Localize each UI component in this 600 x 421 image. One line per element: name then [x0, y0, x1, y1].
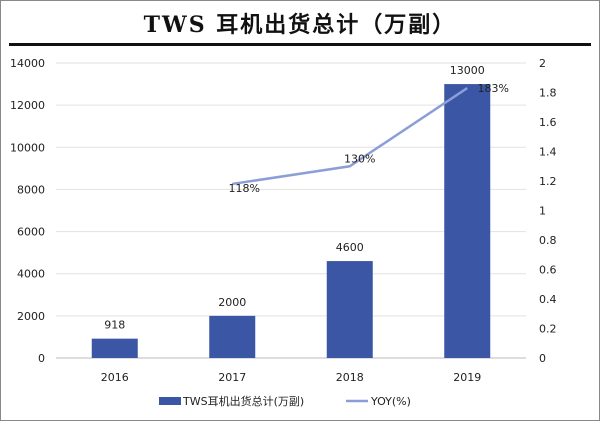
right-axis-tick-label: 1	[539, 205, 546, 218]
x-axis-tick-label: 2016	[101, 371, 129, 384]
bar-data-label: 13000	[450, 64, 485, 77]
legend-label: TWS耳机出货总计(万副)	[182, 394, 304, 408]
left-axis-tick-label: 4000	[17, 268, 45, 281]
right-axis-tick-label: 1.6	[539, 116, 557, 129]
bar	[91, 338, 138, 358]
title-divider	[9, 43, 591, 46]
line-data-label: 118%	[229, 182, 260, 195]
bar	[209, 315, 256, 358]
legend-label: YOY(%)	[370, 395, 411, 408]
bar	[326, 261, 373, 358]
left-axis-tick-label: 8000	[17, 183, 45, 196]
x-axis-tick-label: 2019	[453, 371, 481, 384]
legend-swatch-bar	[159, 397, 181, 405]
left-axis-tick-label: 12000	[10, 99, 45, 112]
right-axis-tick-label: 0.8	[539, 234, 557, 247]
right-axis-tick-label: 0	[539, 352, 546, 365]
right-axis-tick-label: 0.2	[539, 323, 557, 336]
right-axis-tick-label: 1.4	[539, 146, 557, 159]
left-axis-tick-label: 2000	[17, 310, 45, 323]
chart-title: TWS 耳机出货总计（万副）	[143, 12, 457, 38]
right-axis-tick-label: 0.4	[539, 293, 557, 306]
line-data-label: 130%	[344, 152, 375, 165]
left-axis-tick-label: 0	[38, 352, 45, 365]
left-axis-tick-label: 14000	[10, 57, 45, 70]
x-axis-tick-label: 2017	[218, 371, 246, 384]
line-data-label: 183%	[478, 82, 509, 95]
right-axis-tick-label: 2	[539, 57, 546, 70]
left-axis-tick-label: 10000	[10, 141, 45, 154]
right-axis-tick-label: 0.6	[539, 264, 557, 277]
right-axis-tick-label: 1.2	[539, 175, 557, 188]
left-axis-tick-label: 6000	[17, 226, 45, 239]
bar-data-label: 2000	[218, 296, 246, 309]
yoy-line	[232, 87, 468, 186]
bar-data-label: 4600	[336, 241, 364, 254]
bar-data-label: 918	[104, 319, 125, 332]
x-axis-tick-label: 2018	[336, 371, 364, 384]
right-axis-tick-label: 1.8	[539, 87, 557, 100]
bar	[444, 84, 491, 359]
